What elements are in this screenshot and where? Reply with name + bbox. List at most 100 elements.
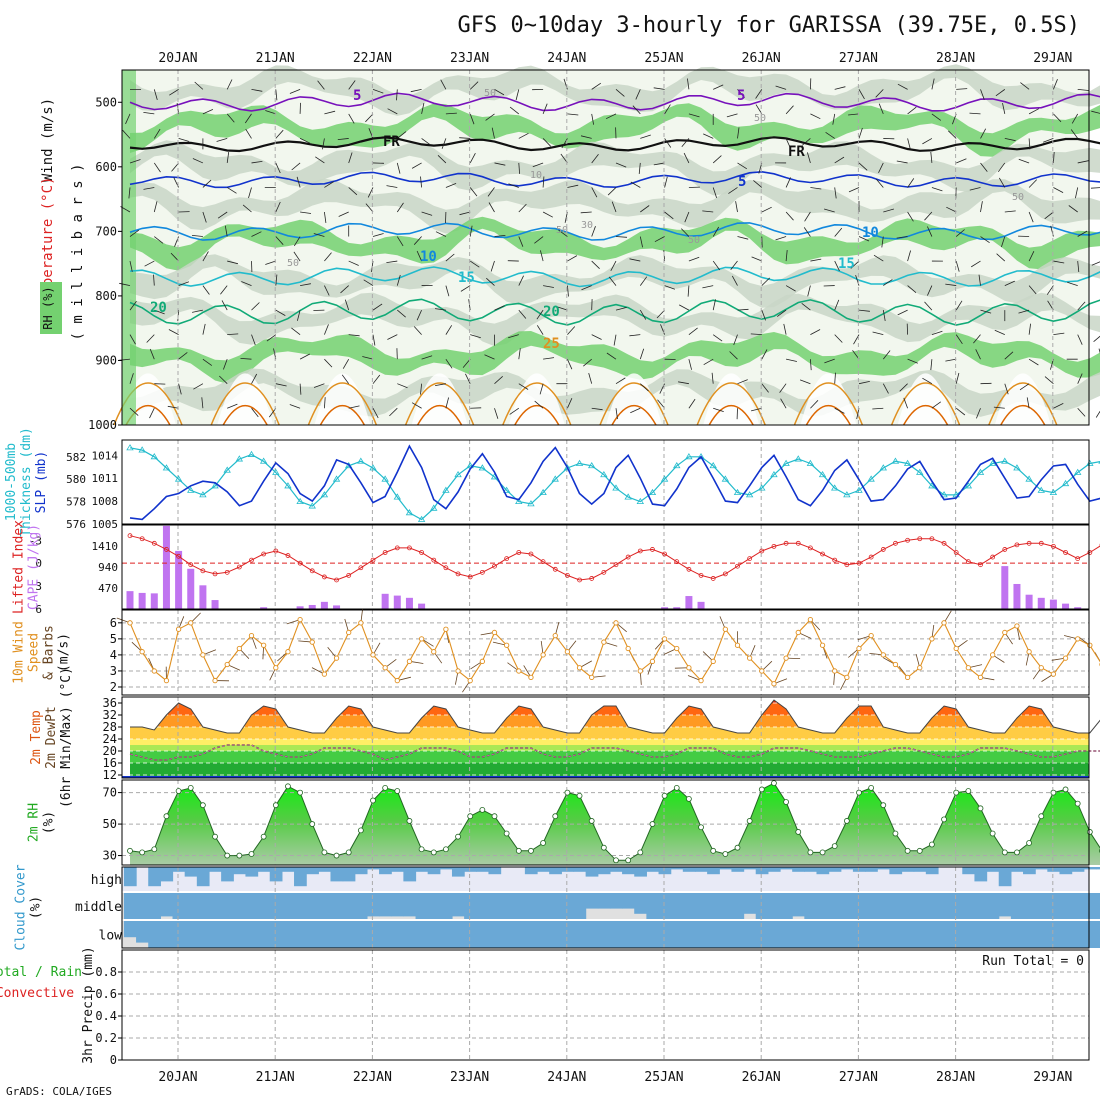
- cloud-bar-low: [1095, 921, 1100, 948]
- cloud-bar-high: [524, 867, 538, 875]
- wind-speed-marker: [479, 658, 485, 664]
- wind-barb: [518, 132, 529, 139]
- wind-barb: [945, 358, 957, 362]
- wind-barb: [202, 211, 207, 223]
- cloud-bar-middle: [233, 893, 247, 919]
- cloud-bar-middle: [804, 893, 818, 919]
- panel-frame: [121, 779, 1090, 866]
- wind-barb: [737, 127, 740, 139]
- wind-barb: [300, 283, 311, 286]
- cloud-bar-middle: [622, 893, 635, 909]
- wind-barb: [1004, 210, 1016, 213]
- wind-barb: [1053, 332, 1065, 336]
- cape-bar: [393, 595, 401, 609]
- lifted-index-marker: [893, 540, 898, 546]
- cloud-bar-middle: [743, 893, 757, 914]
- thickness-marker: [211, 482, 219, 489]
- isotherm-25: [696, 382, 766, 426]
- wind-barb: [615, 307, 627, 311]
- cape-bar: [150, 593, 158, 609]
- y-tick-label: 24: [103, 732, 117, 746]
- wind-barb: [1077, 230, 1088, 237]
- wind-barb: [664, 104, 671, 115]
- cape-bar: [126, 591, 134, 609]
- rh-marker: [224, 852, 231, 859]
- lifted-index-marker: [601, 569, 607, 575]
- axis-title: 2m RH: [27, 803, 42, 842]
- cloud-bar-middle: [415, 893, 429, 919]
- panel-frame: [121, 524, 1090, 610]
- wind-barb: [753, 180, 763, 188]
- axis-title: RH (%): [41, 286, 55, 329]
- rh-edge: [122, 70, 136, 425]
- wind-barb: [640, 383, 649, 392]
- wind-barb: [125, 113, 131, 125]
- cloud-bar-high: [342, 867, 356, 882]
- wind-barb: [509, 106, 520, 115]
- thickness-marker: [818, 470, 827, 478]
- rh-marker: [503, 830, 510, 837]
- thickness-marker: [624, 493, 632, 500]
- wind-barb: [1077, 407, 1086, 417]
- wind-barb: [615, 408, 618, 420]
- cloud-bar-middle: [488, 893, 502, 919]
- wind-barb: [567, 358, 573, 370]
- wind-speed-marker: [127, 620, 133, 626]
- wind-barb: [153, 274, 155, 286]
- thickness-marker: [259, 457, 268, 464]
- rh-marker: [321, 849, 328, 856]
- cloud-bar-middle: [1083, 893, 1097, 919]
- isotherm-30: [1000, 405, 1046, 426]
- y-tick-label: 0.2: [95, 1031, 117, 1045]
- wind-speed-marker: [892, 661, 899, 668]
- cloud-bar-low: [950, 921, 963, 948]
- lifted-index-marker: [771, 543, 777, 549]
- cloud-bar-high: [403, 867, 417, 882]
- wind-barb: [518, 309, 527, 319]
- thickness-marker: [928, 482, 936, 489]
- wind-barb: [348, 187, 358, 196]
- wind-barb: [122, 129, 131, 139]
- y-tick-label: 6: [110, 616, 117, 630]
- wind-barb: [639, 309, 647, 320]
- wind-barb: [737, 162, 748, 170]
- cloud-bar-low: [464, 921, 477, 948]
- axis-title: Lifted Index: [12, 520, 27, 614]
- boundary-layer-dry-bump: [606, 373, 662, 425]
- wind-barb: [241, 281, 252, 286]
- slp-line: [129, 444, 1100, 521]
- lifted-index-marker: [346, 573, 352, 578]
- thickness-marker: [855, 486, 863, 493]
- cloud-bar-middle: [1035, 893, 1048, 919]
- cape-bar: [418, 603, 426, 609]
- y-tick-label-left: -3: [29, 534, 42, 547]
- cloud-bar-low: [1023, 921, 1036, 948]
- wind-barb: [761, 136, 773, 139]
- rh-marker: [673, 784, 680, 791]
- wind-barb: [421, 138, 431, 146]
- thickness-marker: [685, 453, 693, 460]
- lifted-index-marker: [674, 559, 680, 565]
- wind-barb: [469, 260, 480, 268]
- wind-barb: [785, 138, 791, 149]
- wind-barb: [834, 260, 840, 272]
- cloud-bar-high: [366, 867, 380, 870]
- wind-barb: [610, 260, 617, 271]
- wind-speed-marker: [394, 677, 400, 684]
- wind-barb: [804, 211, 811, 222]
- lifted-index-marker: [832, 557, 838, 563]
- wind-barb: [396, 274, 401, 286]
- rh-marker: [199, 802, 206, 809]
- wind-barb: [494, 89, 505, 96]
- wind-barb: [848, 113, 860, 116]
- cloud-bar-middle: [609, 893, 623, 909]
- wind-barb: [567, 113, 579, 116]
- wind-barb: [248, 187, 252, 199]
- thickness-marker: [563, 464, 572, 471]
- wind-speed-marker: [844, 674, 850, 681]
- wind-speed-marker: [552, 633, 558, 639]
- wind-barb: [873, 254, 884, 262]
- wind-barb: [761, 383, 769, 393]
- lifted-index-marker: [492, 563, 497, 569]
- wind-barb: [834, 227, 843, 237]
